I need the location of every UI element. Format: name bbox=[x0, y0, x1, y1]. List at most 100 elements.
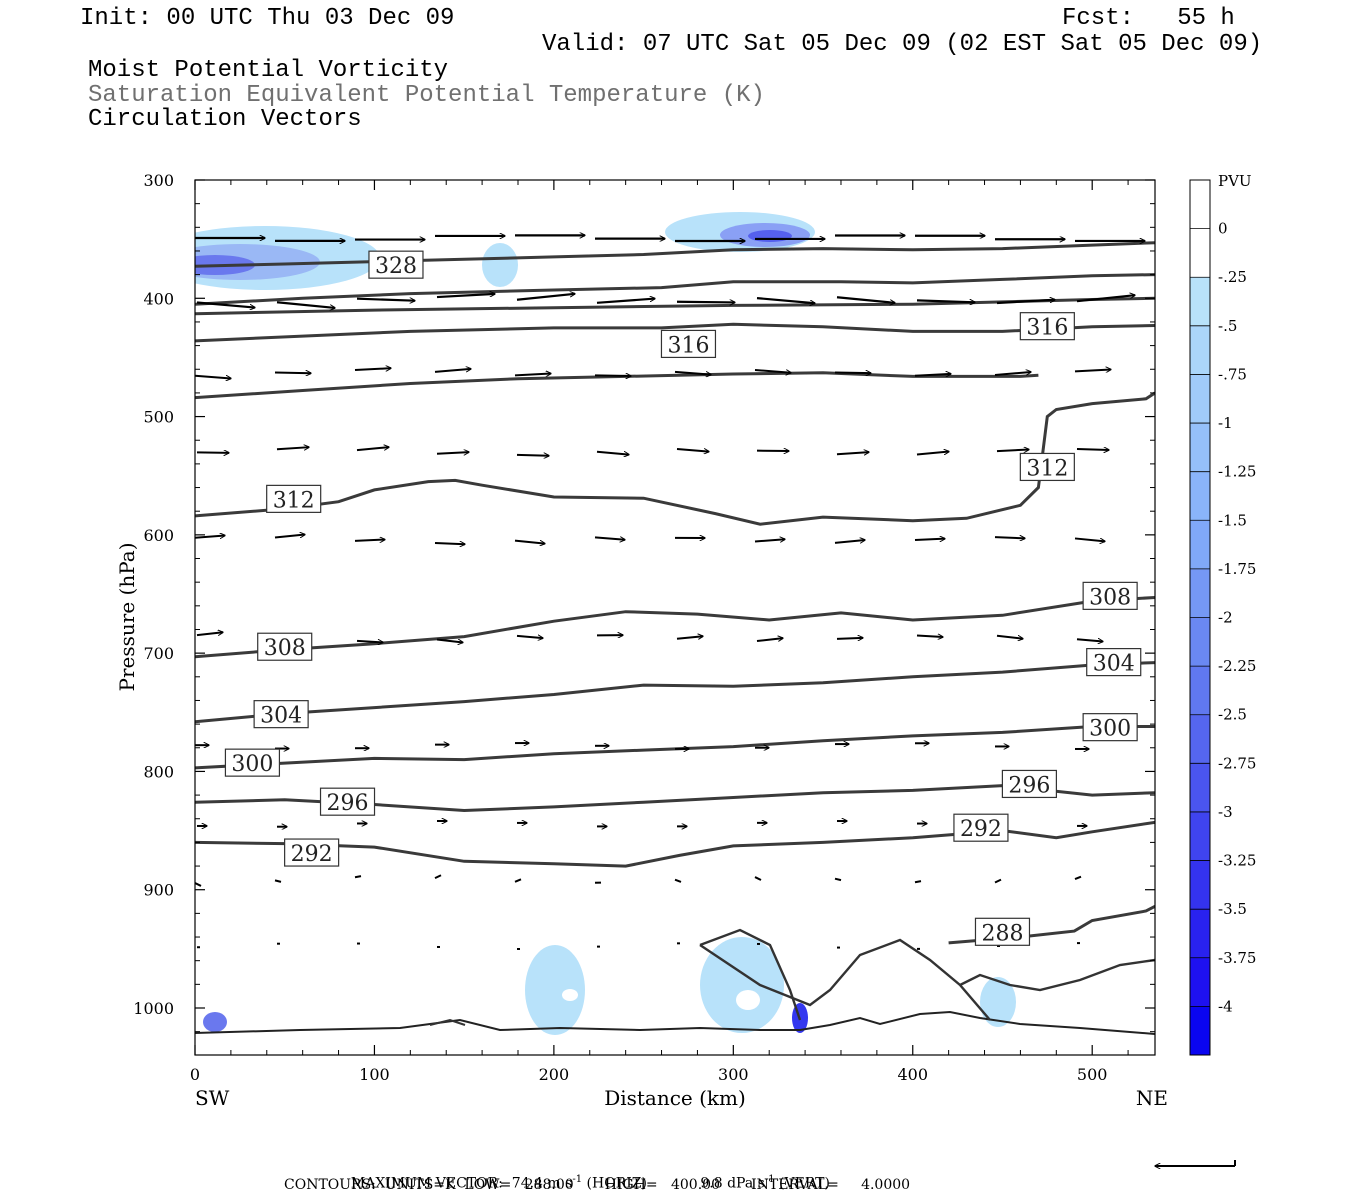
vector-arrow bbox=[916, 452, 949, 456]
x-tick-label: 500 bbox=[1077, 1065, 1108, 1084]
svg-text:316: 316 bbox=[1026, 316, 1068, 341]
contour-line-292 bbox=[195, 820, 1155, 868]
vert-value: 9.8 dPa s bbox=[700, 1175, 765, 1192]
pv-shading bbox=[195, 212, 1016, 1035]
vector-arrow bbox=[434, 543, 465, 544]
svg-text:304: 304 bbox=[1093, 652, 1135, 677]
vector-arrow bbox=[274, 373, 311, 374]
vector-arrow bbox=[195, 882, 202, 887]
colorbar-level-label: -1.5 bbox=[1218, 511, 1247, 529]
vector-arrow bbox=[1076, 295, 1135, 303]
vector-arrow bbox=[1076, 639, 1103, 641]
max-vector-line: MAXIMUM VECTOR: 74.4 m s-1 (HORIZ) 9.8 d… bbox=[342, 1158, 830, 1192]
vector-arrow bbox=[914, 880, 922, 884]
vector-arrow bbox=[196, 301, 255, 308]
x-end-label-ne: NE bbox=[1136, 1086, 1168, 1110]
vector-arrow bbox=[916, 635, 943, 637]
vector-arrow bbox=[754, 876, 762, 881]
horiz-unit: (HORIZ) bbox=[586, 1175, 647, 1192]
y-tick-label: 500 bbox=[143, 408, 174, 427]
colorbar-swatch bbox=[1190, 471, 1210, 521]
vector-arrow bbox=[436, 638, 463, 643]
vector-arrow bbox=[274, 535, 305, 539]
vector-arrow bbox=[195, 374, 231, 379]
pv-blob-lower-b-hole bbox=[736, 990, 760, 1010]
colorbar-swatch bbox=[1190, 860, 1210, 910]
colorbar-level-label: -3.25 bbox=[1218, 852, 1256, 870]
vector-arrow bbox=[994, 878, 1002, 884]
colorbar-level-label: -2.25 bbox=[1218, 657, 1256, 675]
colorbar-level-label: -2.5 bbox=[1218, 706, 1247, 724]
vert-superscript: -1 bbox=[764, 1174, 775, 1185]
colorbar-swatch bbox=[1190, 714, 1210, 764]
colorbar-swatch bbox=[1190, 957, 1210, 1007]
y-tick-label: 1000 bbox=[133, 999, 174, 1018]
vector-arrow bbox=[756, 297, 815, 303]
contour-label-296: 296 bbox=[1001, 769, 1057, 798]
x-tick-label: 300 bbox=[718, 1065, 749, 1084]
vector-arrow bbox=[436, 452, 469, 454]
contour-label-308: 308 bbox=[1082, 581, 1138, 610]
contour-labels: 3283163163123123083083043043003002962962… bbox=[224, 250, 1142, 946]
surface-line bbox=[195, 928, 1155, 1035]
vector-arrow bbox=[276, 301, 335, 308]
valid-time: Valid: 07 UTC Sat 05 Dec 09 (02 EST Sat … bbox=[542, 31, 1263, 58]
colorbar-level-label: -2 bbox=[1218, 609, 1233, 627]
vector-arrow bbox=[676, 302, 735, 303]
vector-arrow bbox=[516, 636, 543, 638]
vector-arrow bbox=[676, 448, 709, 452]
contour-label-312: 312 bbox=[1019, 452, 1075, 481]
vert-unit: (VERT) bbox=[779, 1175, 830, 1192]
reference-vector bbox=[1155, 1160, 1236, 1166]
pv-blob-lower-a-hole bbox=[562, 989, 578, 1001]
vector-arrow bbox=[676, 636, 703, 638]
x-axis-label: Distance (km) bbox=[604, 1086, 746, 1110]
contour-label-308: 308 bbox=[257, 632, 313, 661]
horiz-superscript: -1 bbox=[572, 1174, 583, 1185]
colorbar-swatch bbox=[1190, 520, 1210, 570]
axes: 0 100 200 300 400 500 300 400 500 600 700 800 900 100… bbox=[115, 171, 1168, 1110]
max-vector-label: MAXIMUM VECTOR: bbox=[350, 1175, 503, 1192]
y-tick-label: 400 bbox=[143, 289, 174, 308]
svg-text:316: 316 bbox=[667, 333, 709, 358]
x-tick-label: 100 bbox=[359, 1065, 390, 1084]
colorbar: PVU 0 -.25 -.5 -.75 -1 -1.25 -1.5 -1.75 -2 -2.25 -2… bbox=[1189, 172, 1256, 1056]
colorbar-swatch bbox=[1190, 423, 1210, 473]
vector-arrow bbox=[434, 369, 471, 373]
contour-line-308 bbox=[195, 596, 1155, 659]
svg-text:328: 328 bbox=[375, 254, 417, 279]
contour-line-unlabeled-4 bbox=[195, 371, 1039, 400]
vector-arrow bbox=[356, 299, 415, 301]
colorbar-level-label: -.5 bbox=[1218, 317, 1237, 335]
contour-line-unlabeled-1 bbox=[195, 273, 1155, 306]
contour-label-300: 300 bbox=[1082, 713, 1138, 742]
pv-blob-small-a bbox=[482, 243, 518, 287]
y-tick-label: 800 bbox=[143, 762, 174, 781]
vector-arrow bbox=[916, 300, 975, 302]
vector-arrow bbox=[674, 370, 711, 375]
plot-frame bbox=[194, 179, 1156, 1056]
colorbar-level-label: -4 bbox=[1218, 997, 1233, 1015]
svg-text:296: 296 bbox=[327, 791, 369, 816]
pv-blob-upper-mid-inner bbox=[748, 230, 792, 242]
sfc-contour-wiggle-2 bbox=[699, 938, 991, 1021]
colorbar-swatch bbox=[1190, 568, 1210, 618]
contour-label-316: 316 bbox=[1019, 312, 1075, 341]
colorbar-swatch bbox=[1190, 277, 1210, 327]
colorbar-swatch bbox=[1190, 228, 1210, 278]
vector-arrow bbox=[354, 540, 385, 541]
vector-arrow bbox=[996, 450, 1029, 452]
vector-arrow bbox=[674, 878, 682, 883]
vector-arrow bbox=[834, 540, 865, 544]
vector-arrow bbox=[354, 875, 362, 879]
title-vectors: Circulation Vectors bbox=[88, 106, 362, 133]
colorbar-level-label: -1.25 bbox=[1218, 463, 1256, 481]
x-tick-label: 0 bbox=[190, 1065, 200, 1084]
svg-text:300: 300 bbox=[231, 752, 273, 777]
colorbar-level-label: -1.75 bbox=[1218, 560, 1256, 578]
vector-arrow bbox=[514, 373, 551, 375]
contour-label-316: 316 bbox=[660, 329, 717, 358]
colorbar-swatch bbox=[1190, 811, 1210, 862]
x-tick-label: 400 bbox=[897, 1065, 928, 1084]
